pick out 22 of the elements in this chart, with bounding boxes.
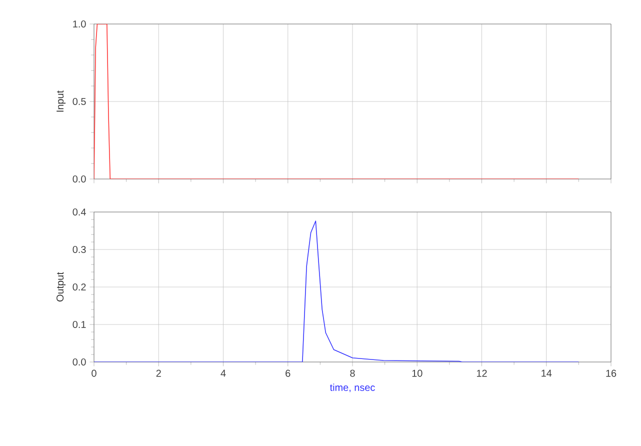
x-tick-label: 2 [156, 370, 161, 377]
y-axis-title: Output [56, 272, 66, 302]
y-tick-label: 0.5 [72, 98, 86, 106]
line-series [94, 24, 580, 179]
x-axis-title: time, nsec [330, 384, 375, 392]
x-tick-label: 4 [220, 370, 226, 377]
y-tick-label: 0.2 [72, 283, 86, 291]
y-tick-label: 1.0 [73, 20, 86, 28]
x-tick-label: 12 [476, 370, 487, 377]
x-tick-label: 0 [92, 370, 96, 377]
y-tick-label: 0.0 [72, 175, 86, 183]
x-tick-label: 8 [350, 370, 355, 377]
y-tick-label: 0.0 [72, 358, 86, 366]
y-tick-label: 0.3 [72, 246, 86, 254]
y-tick-label: 0.1 [72, 320, 86, 328]
x-tick-label: 10 [412, 370, 422, 377]
y-axis-title: Input [56, 90, 66, 112]
x-tick-label: 6 [286, 370, 290, 377]
x-tick-label: 16 [606, 370, 616, 377]
x-tick-label: 14 [542, 370, 552, 377]
y-tick-label: 0.4 [72, 208, 86, 216]
line-series [94, 220, 580, 362]
